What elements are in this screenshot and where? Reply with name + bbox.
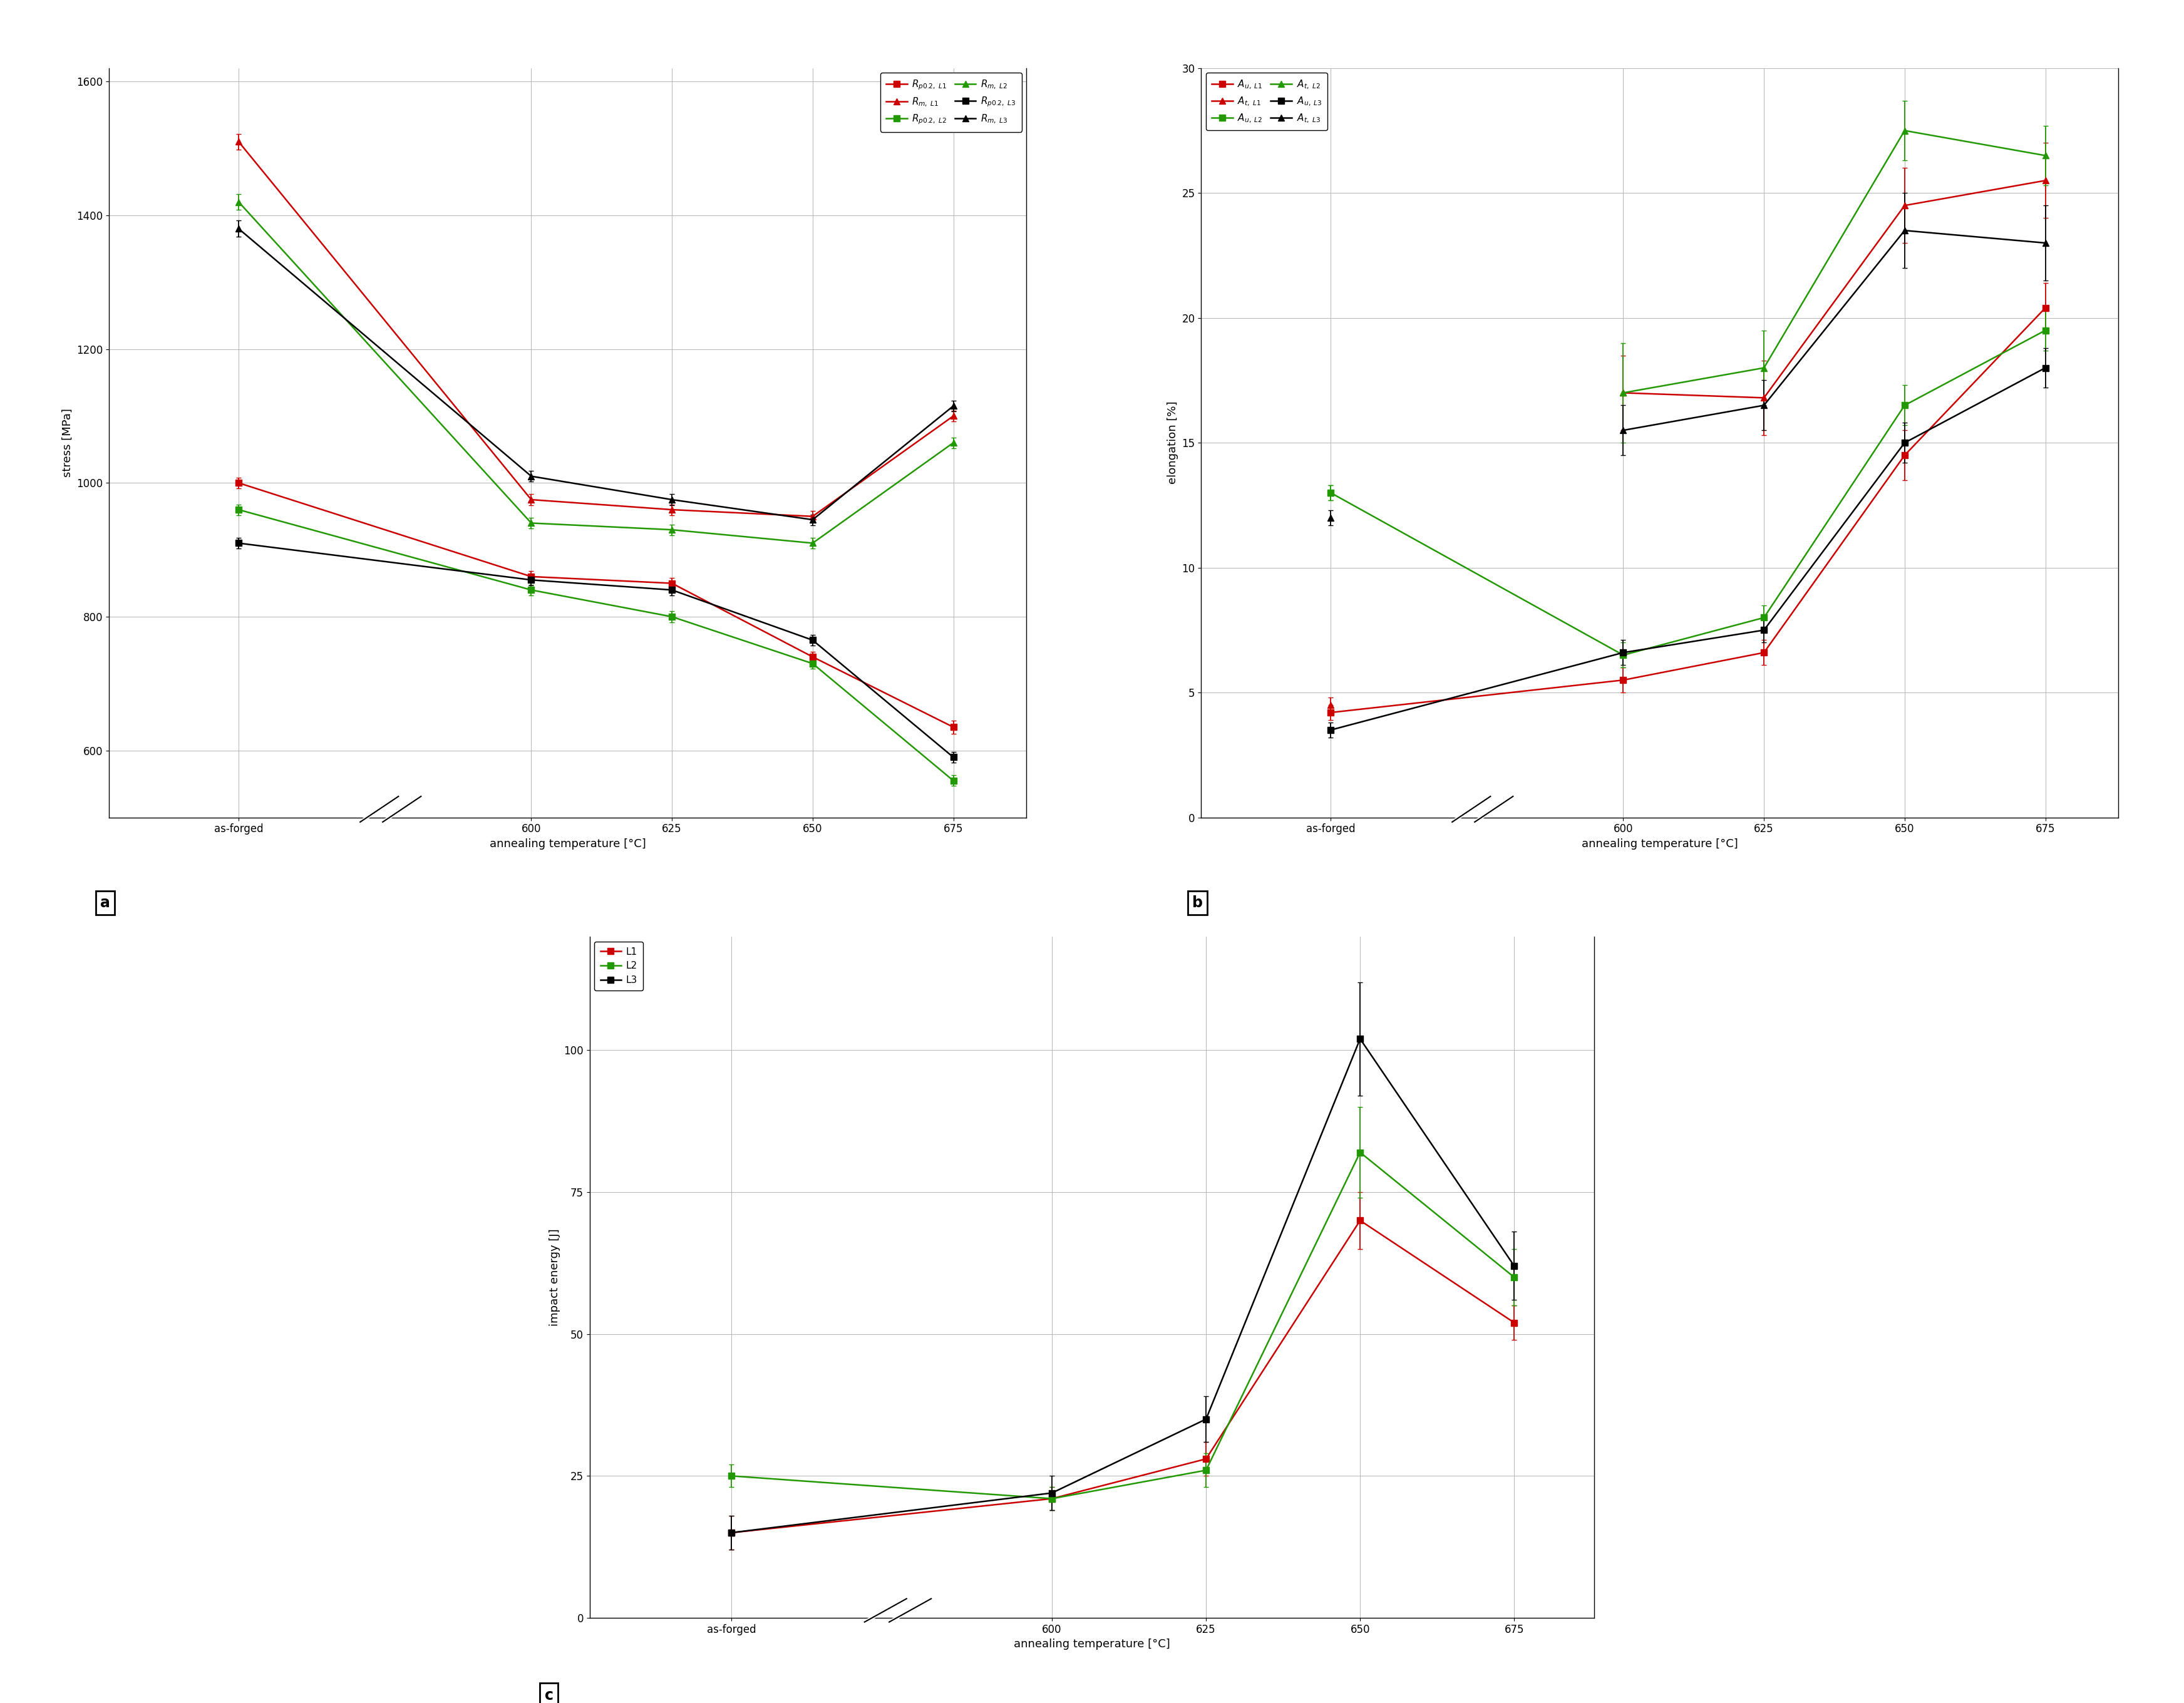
X-axis label: annealing temperature [°C]: annealing temperature [°C] — [1013, 1638, 1171, 1650]
Text: a: a — [100, 896, 109, 911]
Legend: $A_{u,\ L1}$, $A_{t,\ L1}$, $A_{u,\ L2}$, $A_{t,\ L2}$, $A_{u,\ L3}$, $A_{t,\ L3: $A_{u,\ L1}$, $A_{t,\ L1}$, $A_{u,\ L2}$… — [1206, 73, 1328, 129]
Legend: $R_{p0.2,\ L1}$, $R_{m,\ L1}$, $R_{p0.2,\ L2}$, $R_{m,\ L2}$, $R_{p0.2,\ L3}$, $: $R_{p0.2,\ L1}$, $R_{m,\ L1}$, $R_{p0.2,… — [880, 73, 1022, 131]
Y-axis label: elongation [%]: elongation [%] — [1166, 402, 1179, 484]
X-axis label: annealing temperature [°C]: annealing temperature [°C] — [489, 838, 646, 850]
Y-axis label: impact energy [J]: impact energy [J] — [548, 1228, 561, 1327]
X-axis label: annealing temperature [°C]: annealing temperature [°C] — [1581, 838, 1738, 850]
Legend: L1, L2, L3: L1, L2, L3 — [594, 942, 644, 991]
Text: b: b — [1192, 896, 1203, 911]
Y-axis label: stress [MPa]: stress [MPa] — [61, 409, 74, 477]
Text: c: c — [544, 1688, 553, 1703]
